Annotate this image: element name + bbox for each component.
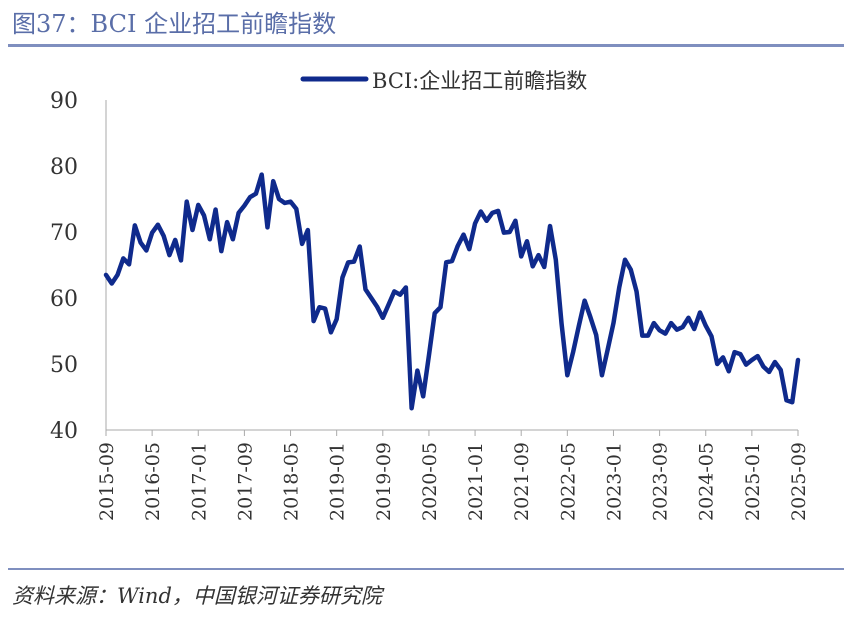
x-tick-label: 2019-09: [373, 442, 395, 521]
x-tick-label: 2016-05: [142, 442, 164, 521]
x-tick-label: 2017-01: [188, 442, 210, 521]
x-tick-label: 2018-05: [281, 442, 303, 521]
x-tick-label: 2025-09: [788, 442, 810, 521]
y-tick-label: 70: [50, 221, 78, 246]
x-tick-label: 2017-09: [234, 442, 256, 521]
x-tick-label: 2021-09: [511, 442, 533, 521]
y-tick-label: 80: [50, 155, 78, 180]
legend: BCI:企业招工前瞻指数: [300, 69, 587, 93]
y-tick-label: 90: [50, 89, 78, 114]
x-tick-label: 2023-01: [603, 442, 625, 521]
x-tick-label: 2021-01: [465, 442, 487, 521]
x-tick-label: 2015-09: [96, 442, 118, 521]
x-tick-label: 2023-09: [650, 442, 672, 521]
y-axis: 40 50 60 70 80 90: [50, 89, 107, 444]
x-tick-label: 2024-05: [696, 442, 718, 521]
x-tick-label: 2019-01: [327, 442, 349, 521]
source-note: 资料来源：Wind，中国银河证券研究院: [12, 584, 382, 608]
title-rule: [8, 44, 844, 47]
y-tick-label: 60: [50, 287, 78, 312]
figure-title: 图37：BCI 企业招工前瞻指数: [12, 10, 337, 38]
legend-label: BCI:企业招工前瞻指数: [372, 69, 587, 93]
chart: 40 50 60 70 80 90 2015-09 2016-05 2017-01 2017-0…: [50, 69, 810, 521]
y-tick-label: 50: [50, 353, 78, 378]
series-layer: [103, 172, 801, 411]
x-tick-label: 2020-05: [419, 442, 441, 521]
series-line-bci: [103, 172, 801, 411]
y-tick-label: 40: [50, 419, 78, 444]
x-axis: 2015-09 2016-05 2017-01 2017-09 2018-05 2019-…: [96, 429, 810, 521]
x-tick-label: 2025-01: [742, 442, 764, 521]
source-rule: [8, 568, 844, 570]
x-tick-label: 2022-05: [557, 442, 579, 521]
